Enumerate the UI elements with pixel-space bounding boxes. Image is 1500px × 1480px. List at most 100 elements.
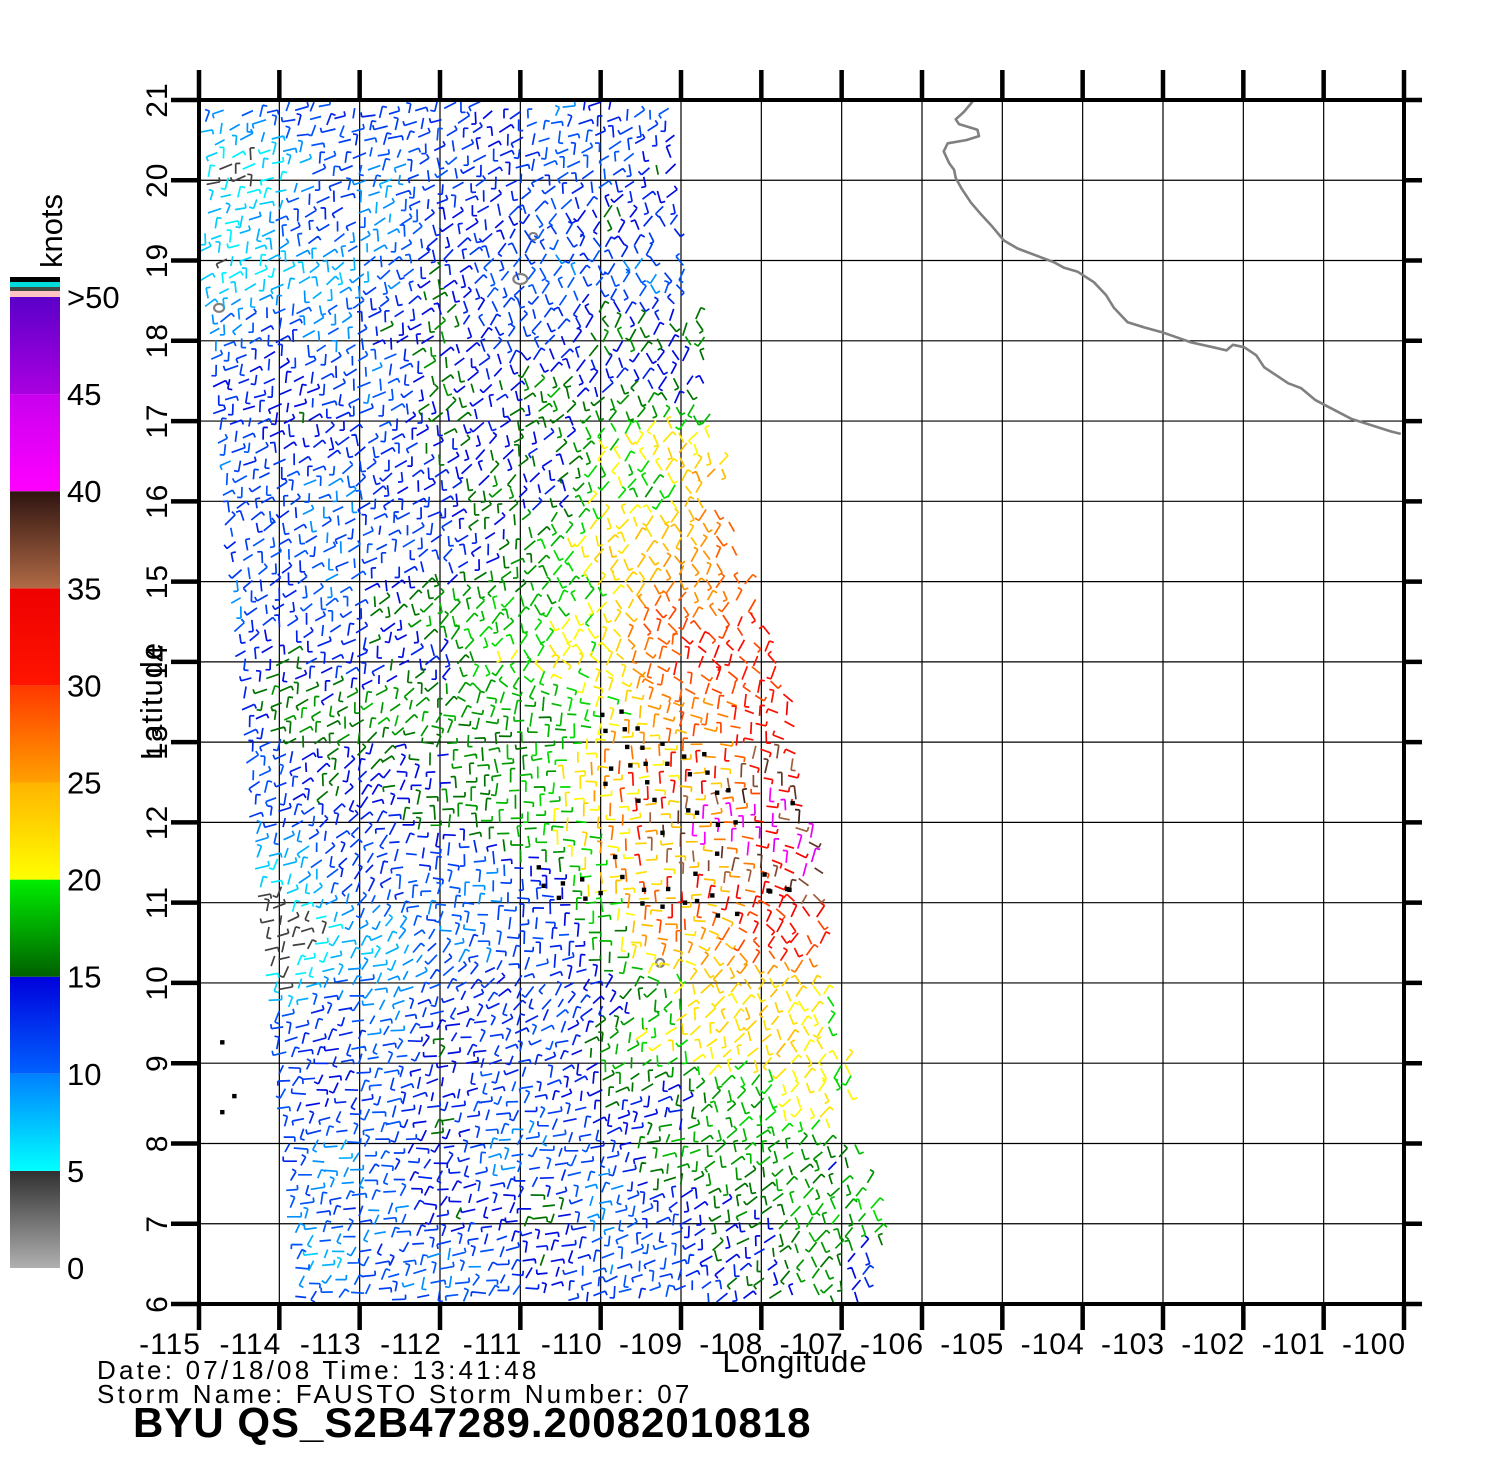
rain-flag-dot (714, 790, 720, 795)
rain-flag-dot (714, 851, 720, 856)
x-tick-label: -108 (699, 1328, 763, 1361)
colorbar-band (10, 976, 60, 1074)
wind-vector-group (617, 598, 829, 964)
wind-vector-group (750, 798, 814, 877)
rain-flag-dot (665, 761, 670, 767)
x-tick-label: -113 (300, 1328, 362, 1361)
wind-vector-group (200, 122, 410, 1272)
y-tick-label: 8 (141, 1135, 174, 1153)
wind-vector-layer (200, 100, 888, 1304)
wind-vector-group (252, 164, 883, 1304)
wind-vector-group (647, 745, 826, 905)
colorbar-tick-label: >50 (67, 280, 120, 315)
rain-flag-dot (628, 763, 633, 768)
wind-vector-group (707, 743, 810, 887)
wind-vector-group (463, 418, 885, 1225)
colorbar-tick-label: 15 (67, 960, 101, 995)
rain-flag-dot (220, 1109, 225, 1115)
wind-vector-group (590, 468, 791, 975)
y-tick-label: 18 (141, 323, 174, 358)
rain-flag-dot (560, 881, 566, 886)
rain-flag-dot (652, 797, 657, 803)
rain-flag-dot (635, 726, 640, 731)
x-tick-label: -109 (619, 1328, 683, 1361)
x-tick-label: -115 (139, 1328, 201, 1361)
x-tick-label: -110 (541, 1328, 603, 1361)
rain-flag-dot (715, 822, 721, 828)
colorbar-tick-label: 35 (67, 571, 101, 606)
y-tick-label: 12 (141, 805, 174, 840)
colorbar-band (10, 297, 60, 395)
rain-flag-dot (660, 904, 665, 909)
x-tick-label: -105 (940, 1328, 1004, 1361)
rain-flag-dot (603, 728, 608, 734)
x-tick-label: -111 (463, 1328, 523, 1361)
x-tick-label: -106 (860, 1328, 924, 1361)
rain-flag-dot (790, 800, 795, 806)
wind-vector-group (624, 509, 776, 960)
colorbar-tick-label: 45 (67, 377, 101, 412)
rain-flag-dot (767, 889, 773, 894)
rain-flag-dot (735, 911, 740, 917)
rain-flag-dot (583, 896, 588, 901)
x-tick-label: -107 (780, 1328, 844, 1361)
x-tick-label: -114 (220, 1328, 282, 1361)
rain-flag-dot (556, 895, 562, 901)
date-time-line: Date: 07/18/08 Time: 13:41:48 (97, 1355, 540, 1385)
colorbar-tick-label: 5 (67, 1154, 84, 1189)
rain-flag-dot (686, 808, 691, 813)
rain-flag-dot (220, 1040, 225, 1045)
colorbar-tick-label: 30 (67, 668, 101, 703)
colorbar-band (10, 1073, 60, 1171)
rain-flag-dot (620, 874, 625, 880)
y-tick-label: 15 (141, 564, 174, 599)
rain-flag-dot (603, 781, 608, 787)
rain-flag-dot (682, 900, 688, 905)
rain-flag-dot (536, 865, 542, 870)
rain-flag-dot (693, 871, 698, 876)
y-tick-label: 14 (141, 644, 174, 679)
rain-flag-dot (682, 754, 687, 759)
y-tick-label: 17 (141, 403, 174, 438)
island (512, 272, 529, 286)
rain-flag-dot (762, 872, 767, 877)
rain-flag-dot (665, 886, 671, 892)
colorbar: 0 5 10 15 20 25 30 35 40 45 >50 (10, 277, 120, 1286)
y-tick-label: 16 (141, 484, 174, 519)
y-tick-label: 20 (141, 163, 174, 198)
rain-flag-layer (220, 709, 795, 1115)
rain-flag-dot (612, 854, 618, 860)
y-tick-label: 6 (141, 1295, 174, 1313)
colorbar-flag-strip (10, 291, 60, 297)
grid-lines (199, 100, 1404, 1304)
wind-vector-group (636, 625, 811, 949)
colorbar-band (10, 879, 60, 977)
colorbar-band (10, 782, 60, 880)
x-axis-title: Longitude (722, 1344, 867, 1379)
rain-flag-dot (624, 744, 630, 750)
rain-flag-dot (694, 810, 700, 815)
rain-flag-dot (710, 893, 715, 898)
wind-vector-group (209, 101, 661, 1291)
wind-vector-group (271, 316, 875, 1296)
rain-flag-dot (660, 741, 665, 746)
colorbar-band (10, 491, 60, 589)
colorbar-tick-label: 10 (67, 1057, 101, 1092)
x-tick-label: -103 (1101, 1328, 1165, 1361)
rain-flag-dot (541, 883, 546, 889)
wind-vector-group (207, 146, 344, 979)
x-tick-labels: -115 -114 -113 -112 -111 -110 -109 -108 -107 -106… (139, 1328, 1405, 1361)
rain-flag-dot (619, 709, 624, 714)
rain-flag-dot (598, 890, 603, 896)
rain-flag-dot (643, 761, 648, 767)
rain-flag-dot (600, 712, 605, 718)
wind-vector-group (200, 141, 381, 1269)
y-tick-labels: 6 7 8 9 10 11 12 13 14 15 16 17 18 19 20 21 (141, 82, 174, 1313)
rain-flag-dot (784, 886, 790, 892)
rain-flag-dot (608, 766, 614, 771)
colorbar-title: knots (34, 194, 69, 268)
colorbar-tick-label: 25 (67, 766, 101, 801)
x-tick-label: -101 (1262, 1328, 1326, 1361)
